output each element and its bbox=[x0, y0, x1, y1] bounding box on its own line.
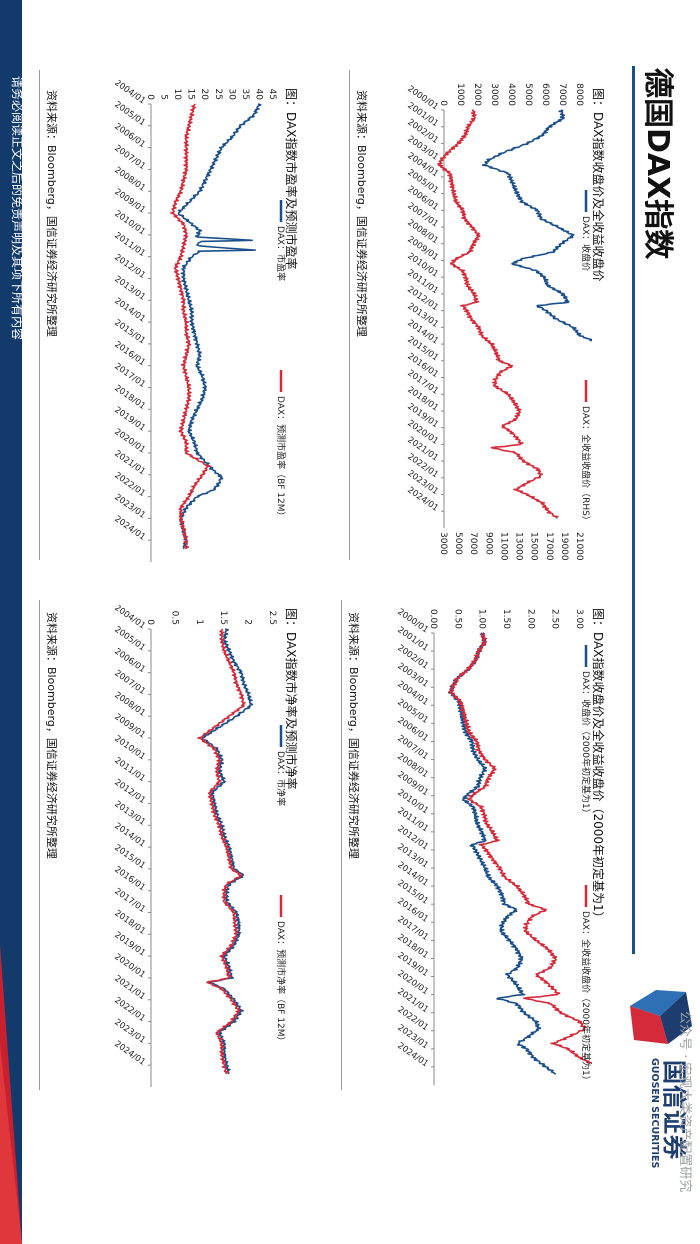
series-line-2 bbox=[197, 628, 246, 1075]
y-tick-label: 0 bbox=[145, 94, 155, 100]
legend-label-1: DAX：市盈率 bbox=[275, 226, 287, 281]
sidebar-red-accent-light bbox=[0, 1044, 22, 1244]
series-line-1 bbox=[177, 103, 262, 550]
series-line-2 bbox=[448, 632, 592, 1075]
y-right-tick-label: 11000 bbox=[498, 532, 508, 561]
y-tick-label: 0.50 bbox=[452, 609, 462, 629]
y-tick-label: 0 bbox=[438, 100, 448, 106]
brand-logo: 国信证券 GUOSEN SECURITIES bbox=[610, 986, 700, 1206]
page-title: 德国DAX指数 bbox=[640, 68, 675, 260]
y-tick-label: 35 bbox=[240, 89, 250, 100]
y-tick-label: 2.00 bbox=[525, 609, 535, 629]
y-right-tick-label: 9000 bbox=[483, 532, 493, 555]
series-line-2 bbox=[437, 109, 559, 519]
y-tick-label: 2.50 bbox=[550, 609, 560, 629]
title-underline bbox=[632, 66, 635, 954]
y-tick-label: 10 bbox=[172, 89, 182, 101]
y-tick-label: 30 bbox=[226, 89, 236, 101]
chart3-rule bbox=[39, 70, 40, 560]
y-tick-label: 5 bbox=[159, 94, 169, 100]
chart4-source: 资料来源：Bloomberg，国信证券经济研究所整理 bbox=[45, 612, 58, 859]
y-tick-label: 2 bbox=[243, 619, 253, 625]
y-tick-label: 25 bbox=[213, 89, 223, 100]
series-line-1 bbox=[201, 628, 254, 1075]
y-tick-label: 1000 bbox=[455, 83, 465, 106]
chart4-rule bbox=[39, 600, 40, 1090]
chart2-source: 资料来源：Bloomberg，国信证券经济研究所整理 bbox=[347, 612, 360, 859]
chart3-pe: 0 5 10 15 20 25 30 35 40 452004/012005/012006/012… bbox=[112, 80, 287, 562]
guosen-logo-icon bbox=[630, 990, 692, 1044]
watermark: 公众号 · 宏观大类资产配置研究 bbox=[677, 1011, 692, 1193]
legend-label-2: DAX：全收益收盘价（2000年初定基为1） bbox=[580, 911, 592, 1085]
legend-label-1: DAX：收盘价 bbox=[580, 216, 592, 271]
y-right-tick-label: 13000 bbox=[514, 532, 524, 561]
y-tick-label: 1.50 bbox=[501, 609, 511, 629]
y-tick-label: 0 bbox=[145, 619, 155, 625]
y-tick-label: 2.5 bbox=[267, 611, 277, 625]
chart1-close-price: 0 1000 2000 3000 4000 5000 6000 7000 8000 3000 500… bbox=[405, 83, 592, 561]
y-right-tick-label: 21000 bbox=[574, 532, 584, 561]
y-tick-label: 1.5 bbox=[218, 611, 228, 625]
left-sidebar-band bbox=[0, 0, 22, 1244]
legend-label-1: DAX：市净率 bbox=[275, 751, 287, 806]
series-line-2 bbox=[170, 103, 211, 550]
y-tick-label: 6000 bbox=[540, 83, 550, 106]
chart1-source: 资料来源：Bloomberg，国信证券经济研究所整理 bbox=[355, 90, 368, 337]
y-right-tick-label: 7000 bbox=[468, 532, 478, 555]
legend-label-2: DAX：预测市净率（BF 12M） bbox=[275, 921, 287, 1046]
y-tick-label: 1.00 bbox=[477, 609, 487, 629]
y-right-tick-label: 3000 bbox=[438, 532, 448, 555]
legend-label-2: DAX：预测市盈率（BF 12M） bbox=[275, 396, 287, 521]
series-line-1 bbox=[481, 109, 592, 519]
y-tick-label: 5000 bbox=[523, 83, 533, 106]
chart3-source: 资料来源：Bloomberg，国信证券经济研究所整理 bbox=[45, 90, 58, 337]
chart2-rule bbox=[341, 600, 342, 1090]
disclaimer: 请务必阅读正文之后的免责声明及其项下所有内容 bbox=[10, 76, 24, 341]
y-tick-label: 15 bbox=[186, 89, 196, 100]
y-tick-label: 40 bbox=[253, 89, 263, 101]
y-right-tick-label: 19000 bbox=[559, 532, 569, 561]
y-tick-label: 0.5 bbox=[169, 611, 179, 625]
brand-name-en: GUOSEN SECURITIES bbox=[649, 1058, 660, 1169]
y-tick-label: 0.00 bbox=[428, 609, 438, 629]
y-tick-label: 20 bbox=[199, 89, 209, 101]
series-line-1 bbox=[447, 632, 557, 1075]
legend-label-2: DAX：全收益收盘价（RHS） bbox=[580, 406, 592, 525]
y-right-tick-label: 17000 bbox=[544, 532, 554, 561]
y-tick-label: 1 bbox=[194, 619, 204, 625]
y-tick-label: 45 bbox=[267, 89, 277, 100]
chart2-rebased: 0.00 0.50 1.00 1.50 2.00 2.50 3.002000/012001/… bbox=[395, 607, 592, 1085]
y-tick-label: 2000 bbox=[472, 83, 482, 106]
y-right-tick-label: 5000 bbox=[453, 532, 463, 555]
y-tick-label: 8000 bbox=[574, 83, 584, 106]
y-tick-label: 3000 bbox=[489, 83, 499, 106]
legend-label-1: DAX：收盘价（2000年初定基为1） bbox=[580, 671, 592, 818]
y-tick-label: 7000 bbox=[557, 83, 567, 106]
y-tick-label: 3.00 bbox=[574, 609, 584, 629]
chart1-rule bbox=[349, 70, 350, 560]
y-right-tick-label: 15000 bbox=[529, 532, 539, 561]
chart2-title: 图：DAX指数收盘价及全收益收盘价（2000年初定基为1） bbox=[591, 608, 605, 924]
chart4-pb: 0 0.5 1 1.5 2 2.52004/012005/012006/012007/01… bbox=[112, 605, 287, 1087]
y-tick-label: 4000 bbox=[506, 83, 516, 106]
chart1-title: 图：DAX指数收盘价及全收益收盘价 bbox=[591, 88, 605, 282]
